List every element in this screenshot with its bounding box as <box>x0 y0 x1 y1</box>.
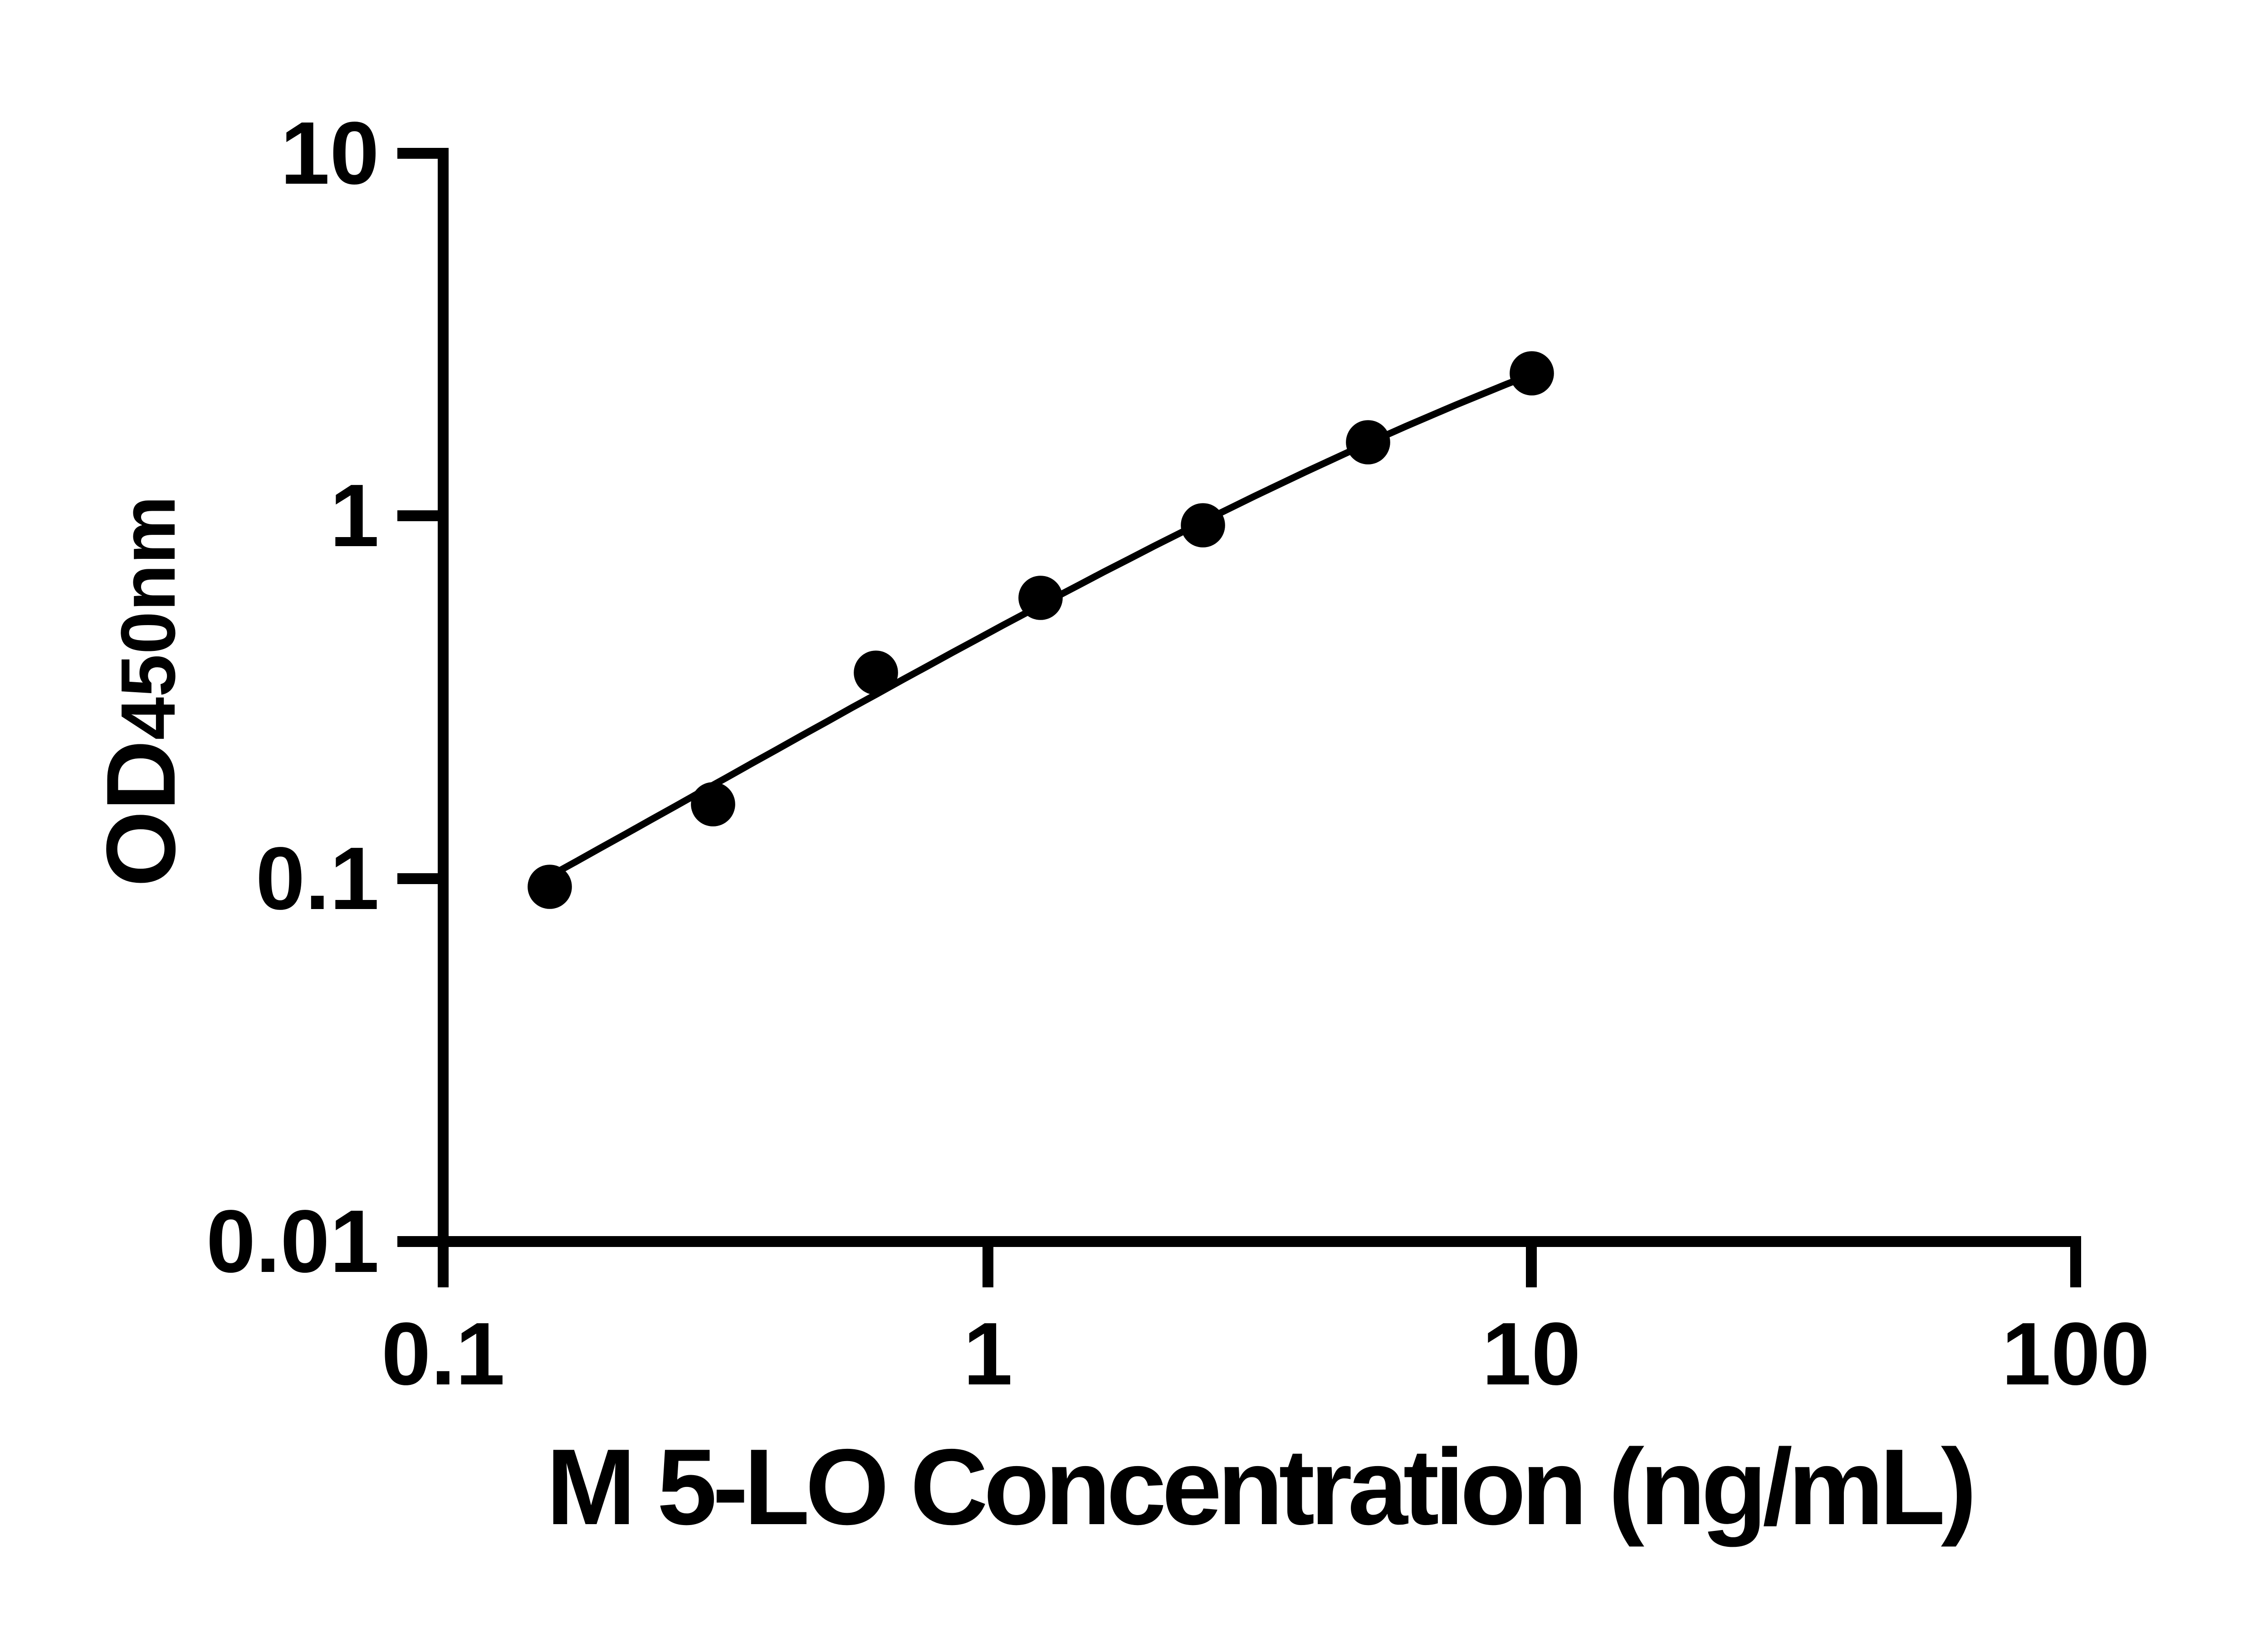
svg-text:0.1: 0.1 <box>256 829 379 928</box>
svg-text:10: 10 <box>1482 1304 1581 1403</box>
svg-text:1: 1 <box>330 466 379 565</box>
svg-text:1: 1 <box>963 1304 1012 1403</box>
svg-text:OD450nm: OD450nm <box>86 496 196 887</box>
svg-text:0.1: 0.1 <box>381 1304 505 1403</box>
svg-text:100: 100 <box>2001 1304 2150 1403</box>
svg-text:M 5-LO Concentration (ng/mL): M 5-LO Concentration (ng/mL) <box>546 1427 1972 1547</box>
svg-text:0.01: 0.01 <box>206 1192 379 1291</box>
svg-text:10: 10 <box>280 103 379 203</box>
